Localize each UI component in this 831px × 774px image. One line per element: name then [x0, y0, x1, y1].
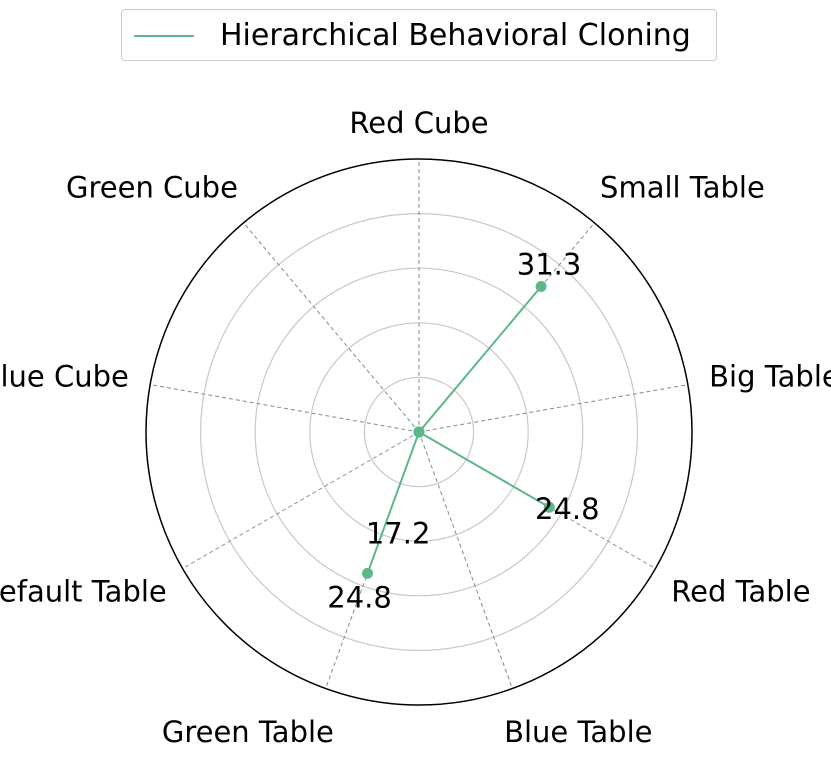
axis-label-green-table: Green Table	[162, 715, 334, 749]
data-point-small-table	[535, 281, 547, 293]
spoke-line	[182, 431, 420, 569]
grid-ring	[363, 376, 475, 488]
axis-label-red-table: Red Table	[671, 575, 810, 609]
data-label: 24.8	[327, 580, 392, 614]
axis-label-red-cube: Red Cube	[349, 106, 488, 140]
axis-label-big-table: Big Table	[709, 360, 831, 394]
legend-line-swatch	[134, 35, 194, 37]
data-label: 24.8	[535, 492, 600, 526]
spoke-line	[418, 384, 688, 433]
legend: Hierarchical Behavioral Cloning	[121, 9, 717, 61]
spoke-line	[150, 384, 420, 433]
grid-ring	[309, 322, 529, 542]
axis-label-small-table: Small Table	[600, 171, 765, 205]
legend-label: Hierarchical Behavioral Cloning	[220, 18, 691, 53]
spoke-line	[418, 431, 513, 689]
axis-label-blue-table: Blue Table	[504, 715, 652, 749]
data-label: 31.3	[517, 248, 582, 282]
axis-label-green-cube: Green Cube	[66, 171, 238, 205]
axis-label-blue-cube: Blue Cube	[0, 360, 129, 394]
data-label: 17.2	[366, 517, 431, 551]
axis-label-default-table: Default Table	[0, 575, 167, 609]
spoke-line	[243, 222, 420, 433]
data-point-red-table	[543, 501, 555, 513]
outer-ring	[145, 158, 693, 706]
data-point-green-table	[362, 567, 374, 579]
data-point-green-cube	[413, 426, 425, 438]
